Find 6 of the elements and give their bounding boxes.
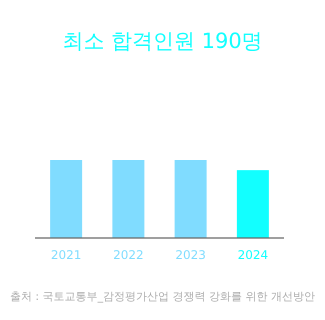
source-note: 출처 : 국토교통부_감정평가산업 경쟁력 강화를 위한 개선방안: [10, 290, 316, 303]
chart-title: 최소 합격인원 190명: [62, 29, 263, 53]
x-tick-label: 2023: [175, 248, 206, 262]
x-tick-label: 2022: [113, 248, 144, 262]
x-tick-label: 2021: [50, 248, 82, 262]
x-tick-label: 2024: [238, 248, 268, 262]
